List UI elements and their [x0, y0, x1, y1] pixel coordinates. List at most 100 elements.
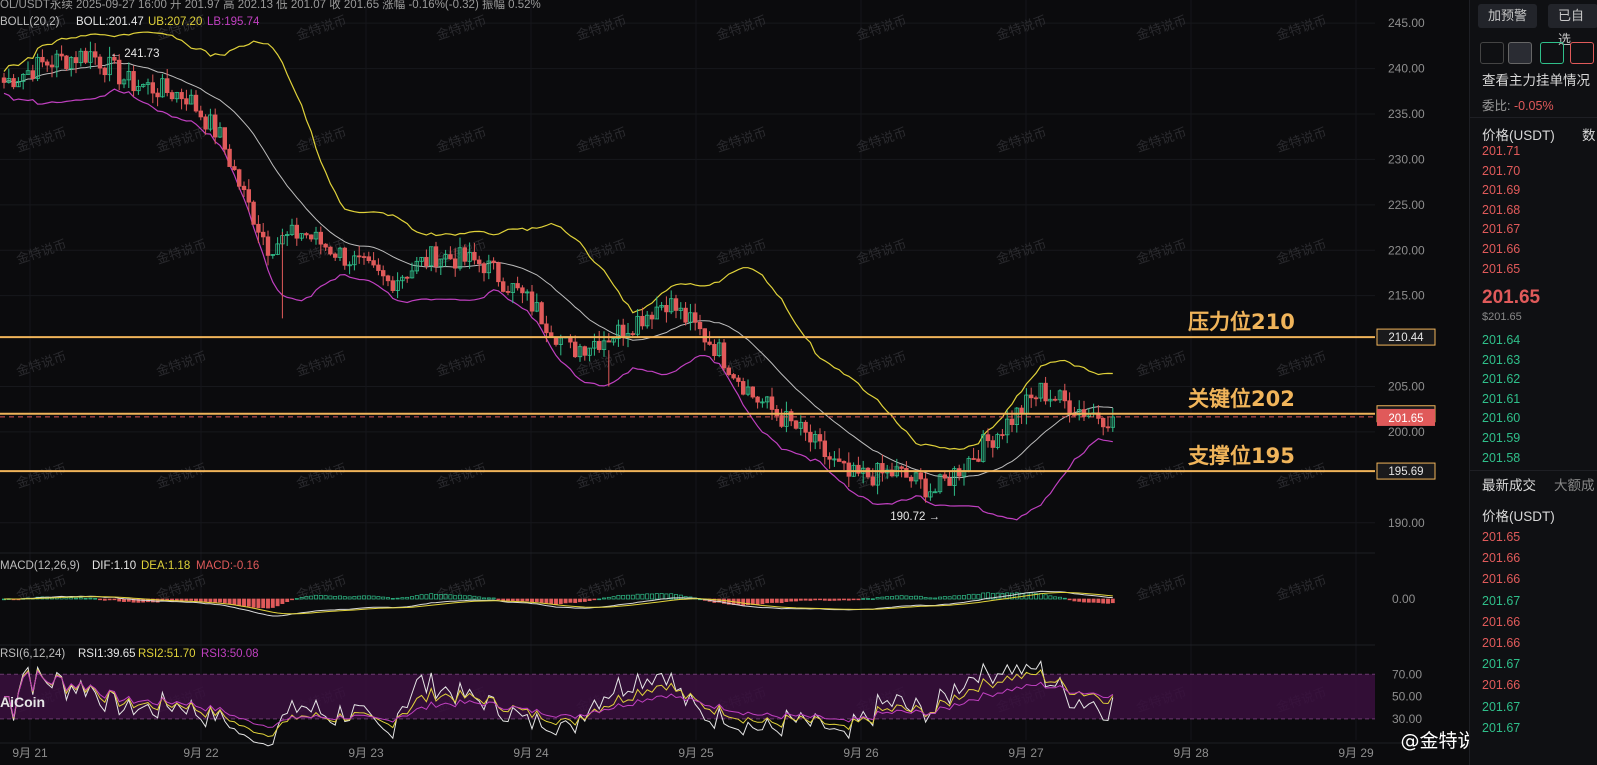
orderbook-split-icon[interactable]	[1508, 42, 1532, 64]
candle	[246, 179, 251, 212]
ask-price-row[interactable]: 201.65	[1482, 261, 1521, 276]
macd-bar	[1062, 597, 1067, 600]
candle-body	[573, 341, 578, 358]
ask-price-row[interactable]: 201.71	[1482, 144, 1521, 158]
candle	[645, 310, 650, 329]
y-tick-label: 240.00	[1388, 62, 1425, 76]
candle	[385, 274, 391, 287]
ask-price-row[interactable]: 201.66	[1482, 242, 1521, 256]
candle-body	[54, 53, 59, 68]
macd-bar	[602, 597, 606, 600]
macd-bar	[885, 596, 890, 600]
favorite-button[interactable]: 已自选	[1548, 4, 1597, 47]
candle	[1057, 389, 1063, 404]
bid-price-row[interactable]: 201.63	[1482, 352, 1521, 367]
candle	[462, 244, 467, 266]
macd-bar	[995, 592, 1000, 600]
candle-body	[995, 434, 1000, 448]
candle-body	[500, 281, 506, 292]
candle-body	[419, 256, 424, 262]
candle-body	[544, 323, 549, 334]
macd-bar	[405, 596, 410, 600]
candle	[496, 261, 501, 287]
macd-bar	[290, 598, 294, 601]
candle-body	[496, 262, 501, 283]
candle-body	[467, 251, 472, 262]
macd-bar	[218, 598, 222, 603]
macd-bar	[563, 598, 568, 604]
macd-bar	[69, 597, 74, 600]
bid-price-row[interactable]: 201.60	[1482, 411, 1521, 426]
macd-bar	[837, 598, 842, 601]
macd-bar	[352, 596, 357, 600]
candle	[856, 456, 861, 477]
macd-bar	[227, 598, 232, 605]
candle	[702, 328, 707, 351]
ask-price-row[interactable]: 201.68	[1482, 202, 1521, 217]
ask-price-row[interactable]: 201.70	[1482, 163, 1521, 178]
boll-lower-line	[3, 88, 1113, 521]
ask-price-row[interactable]: 201.67	[1482, 222, 1521, 237]
bid-price-row[interactable]: 201.64	[1482, 333, 1521, 347]
orderbook-bids-icon[interactable]	[1540, 42, 1564, 64]
candle-body	[693, 312, 698, 323]
candle-body	[755, 396, 760, 403]
macd-bar	[573, 598, 578, 603]
candle	[337, 246, 343, 261]
candle	[1, 72, 7, 89]
qty-column-header: 数	[1582, 128, 1596, 143]
candle	[1101, 417, 1106, 436]
macd-bar	[654, 593, 659, 600]
candle-body	[673, 298, 679, 311]
candle-body	[875, 463, 880, 486]
macd-bar	[112, 598, 117, 601]
boll-lb-value: LB:195.74	[207, 16, 260, 28]
price-chart[interactable]: 金特说币 金特说币 金特说币 金特说币 金特说币 金特说币 金特说币 金特说币 金特说币 金特说币…	[0, 0, 1469, 765]
candle-body	[1101, 417, 1106, 428]
tab-latest-trades[interactable]: 最新成交	[1482, 478, 1536, 493]
macd-bar	[971, 593, 976, 600]
trade-row: 201.66	[1482, 614, 1521, 629]
add-alert-button[interactable]: 加预警	[1478, 4, 1538, 28]
candle	[1043, 376, 1048, 405]
trade-row: 201.66	[1482, 572, 1521, 587]
candle	[208, 108, 213, 132]
x-tick-label: 9月 22	[183, 746, 219, 760]
bid-price-row[interactable]: 201.59	[1482, 431, 1521, 445]
candle	[832, 451, 837, 467]
orderbook-both-icon[interactable]	[1480, 42, 1504, 64]
bid-price-row[interactable]: 201.58	[1482, 450, 1521, 465]
y-tick-label: 205.00	[1388, 380, 1425, 394]
candle	[957, 464, 962, 481]
candle-body	[933, 491, 938, 494]
candle	[11, 74, 16, 90]
orderbook-asks-icon[interactable]	[1570, 42, 1594, 64]
candle-body	[793, 420, 799, 429]
bid-price-row[interactable]: 201.61	[1482, 391, 1521, 406]
ask-price-row[interactable]: 201.69	[1482, 183, 1521, 198]
candle	[798, 415, 803, 436]
candle-body	[928, 491, 933, 498]
candle-body	[909, 476, 914, 482]
candle	[112, 53, 117, 64]
tab-big-trades[interactable]: 大额成	[1554, 478, 1595, 493]
candle	[981, 430, 986, 463]
macd-bar	[410, 596, 414, 600]
bid-price-row[interactable]: 201.62	[1482, 372, 1521, 387]
macd-bar	[414, 595, 419, 600]
dif-line	[3, 590, 1113, 617]
candle	[971, 447, 976, 460]
candle-body	[865, 467, 871, 478]
candle	[140, 83, 146, 88]
candle	[371, 252, 376, 268]
candle	[837, 448, 842, 462]
ratio-label: 委比: -0.05%	[1482, 99, 1554, 113]
candle	[227, 144, 232, 167]
orderbook-title[interactable]: 查看主力挂单情况	[1482, 73, 1590, 88]
candle-body	[1043, 382, 1048, 402]
x-tick-label: 9月 28	[1173, 746, 1209, 760]
candle-body	[803, 421, 808, 433]
macd-bar	[275, 598, 280, 607]
candle	[707, 331, 712, 346]
macd-bar	[928, 597, 933, 600]
